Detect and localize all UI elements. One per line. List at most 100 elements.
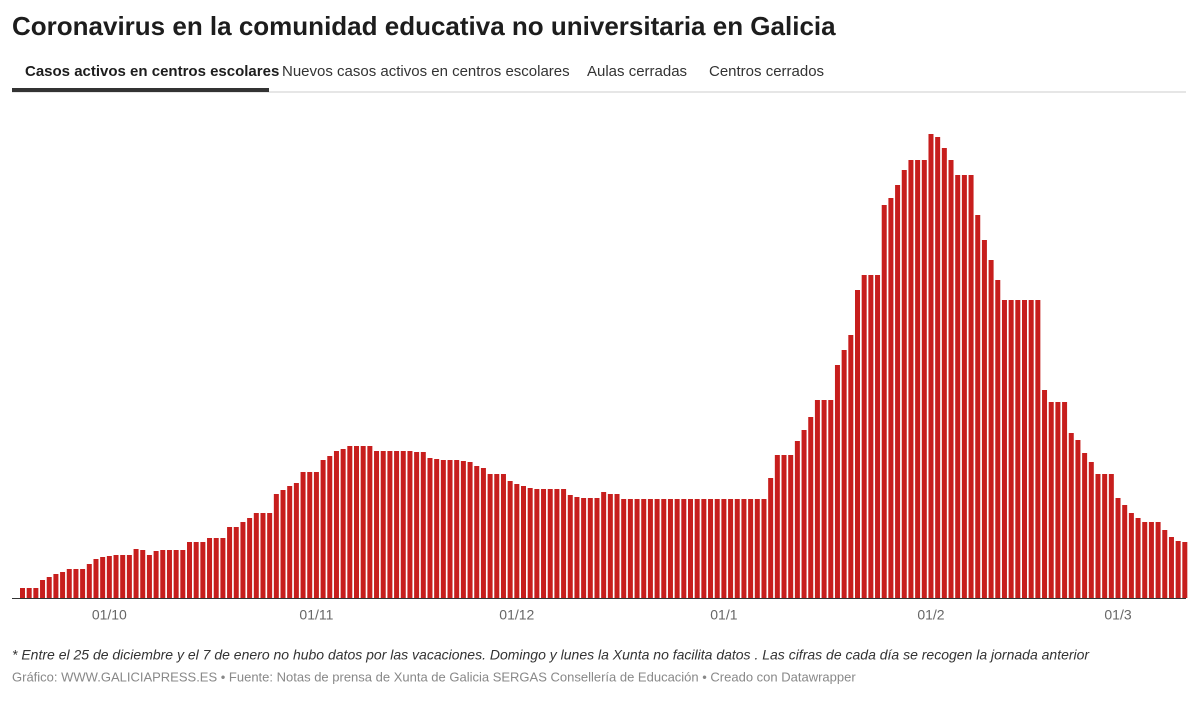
bar: [73, 569, 79, 598]
bar: [354, 446, 359, 598]
bar: [948, 160, 954, 598]
bar: [113, 555, 119, 598]
bar: [708, 499, 714, 598]
tab[interactable]: Nuevos casos activos en centros escolare…: [282, 63, 570, 80]
bar: [754, 499, 760, 598]
bar: [761, 499, 767, 598]
bar: [534, 489, 540, 598]
bar: [788, 455, 794, 598]
footnote: * Entre el 25 de diciembre y el 7 de ene…: [12, 647, 1090, 663]
bar: [1068, 433, 1074, 598]
bar: [647, 499, 653, 598]
bar: [1008, 300, 1014, 598]
bar: [80, 569, 86, 598]
bar: [153, 551, 159, 598]
bar: [801, 430, 807, 598]
bar: [808, 417, 814, 598]
active-tab-indicator: [12, 88, 269, 92]
bar: [694, 499, 700, 598]
bar: [273, 494, 279, 598]
bar: [400, 451, 406, 598]
tab[interactable]: Aulas cerradas: [587, 63, 687, 80]
bar: [33, 588, 39, 598]
bar: [1102, 474, 1108, 598]
bar: [955, 175, 961, 598]
bar: [868, 275, 874, 598]
bar: [313, 472, 319, 598]
bar: [494, 474, 500, 598]
bar: [367, 446, 373, 598]
bar: [66, 569, 72, 598]
bar: [394, 451, 400, 598]
x-tick-label: 01/12: [499, 607, 534, 623]
bar: [554, 489, 560, 598]
bar: [260, 513, 266, 598]
bar: [220, 538, 226, 598]
bar: [133, 549, 139, 598]
bar: [701, 499, 707, 598]
bar: [1155, 522, 1161, 598]
x-tick-label: 01/11: [299, 607, 333, 623]
bar: [1148, 522, 1154, 598]
bar: [480, 468, 486, 598]
bar: [921, 160, 927, 598]
bar: [227, 527, 233, 598]
bar: [527, 488, 533, 598]
bar: [721, 499, 727, 598]
bar: [146, 555, 152, 598]
bar: [1168, 537, 1174, 598]
bar: [1028, 300, 1034, 598]
bar: [327, 456, 333, 598]
bar: [487, 474, 493, 598]
bar: [307, 472, 313, 598]
tab[interactable]: Casos activos en centros escolares: [25, 63, 279, 80]
bar: [814, 400, 820, 598]
bar: [53, 574, 59, 598]
bar: [160, 550, 166, 598]
source: Gráfico: WWW.GALICIAPRESS.ES • Fuente: N…: [12, 669, 856, 684]
bar: [427, 458, 433, 598]
bar: [20, 588, 25, 598]
bar: [460, 461, 466, 598]
bar: [781, 455, 787, 598]
bar: [60, 572, 66, 598]
tab[interactable]: Centros cerrados: [709, 63, 824, 80]
bar: [26, 588, 32, 598]
bar: [253, 513, 259, 598]
bar: [861, 275, 867, 598]
bar: [447, 460, 453, 598]
bar: [1095, 474, 1101, 598]
bar: [621, 499, 627, 598]
bar: [1062, 402, 1068, 598]
bar: [240, 522, 246, 598]
bar: [287, 486, 293, 598]
bar: [1015, 300, 1021, 598]
bar: [748, 499, 754, 598]
bar: [500, 474, 506, 598]
bar: [641, 499, 647, 598]
bar: [654, 499, 660, 598]
bar: [667, 499, 673, 598]
bar: [434, 459, 440, 598]
bar: [207, 538, 213, 598]
bar: [627, 499, 633, 598]
bar: [855, 290, 860, 598]
x-tick-label: 01/10: [92, 607, 127, 623]
bar: [961, 175, 967, 598]
bar: [968, 175, 974, 598]
bar: [774, 455, 780, 598]
bar: [714, 499, 720, 598]
bar: [848, 335, 854, 598]
bar: [881, 205, 887, 598]
bar: [794, 441, 800, 598]
bar: [454, 460, 460, 598]
bar: [988, 260, 994, 598]
bar: [40, 580, 46, 598]
bar: [768, 478, 774, 598]
bar: [1122, 505, 1128, 598]
bar: [661, 499, 667, 598]
bar: [514, 484, 520, 598]
bar: [420, 452, 426, 598]
bar: [440, 460, 446, 598]
bar: [173, 550, 179, 598]
